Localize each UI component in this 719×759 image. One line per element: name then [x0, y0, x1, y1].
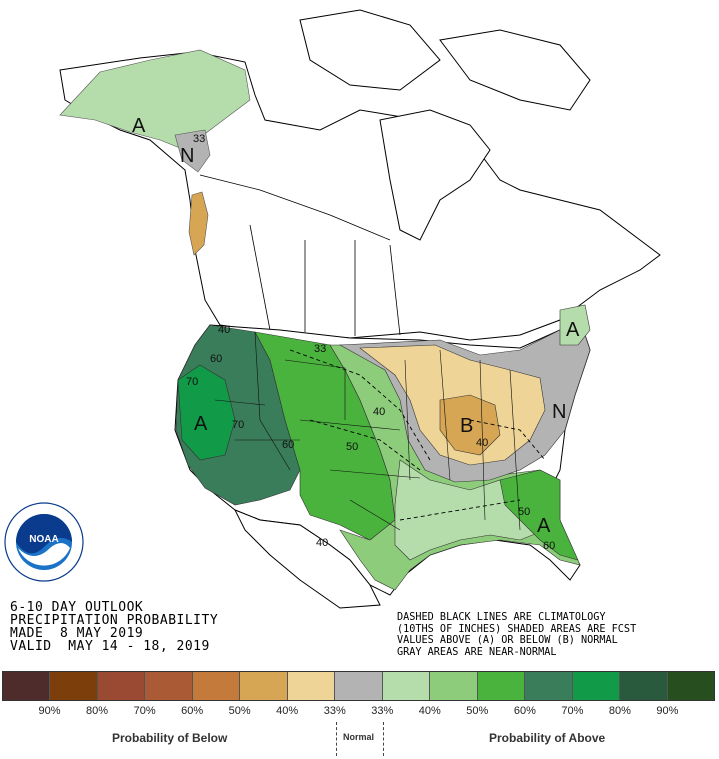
normal-caption: Normal [343, 732, 375, 742]
legend-label: 70% [133, 705, 156, 717]
legend-swatch [335, 672, 383, 700]
legend-swatch [477, 672, 526, 700]
alaska-above-letter: A [132, 115, 146, 137]
alaska-normal-letter: N [180, 145, 194, 167]
midwest-below-letter: B [460, 415, 473, 437]
contour-60-ut: 60 [282, 439, 294, 451]
noaa-logo-text: NOAA [29, 534, 58, 545]
legend-label: 50% [466, 705, 489, 717]
southeast-above-area [499, 469, 579, 561]
legend-swatch [240, 672, 288, 700]
legend-label: 90% [38, 705, 61, 717]
northeast-normal-letter: N [552, 401, 566, 423]
legend-swatch [667, 672, 715, 700]
title-line-3: MADE 8 MAY 2019 [10, 626, 144, 641]
legend-swatch [572, 672, 621, 700]
legend-swatch [382, 672, 431, 700]
contour-50-ne: 50 [346, 441, 358, 453]
mexico-outline [233, 509, 381, 609]
legend-label: 80% [608, 705, 631, 717]
legend-label: 33% [323, 705, 346, 717]
notes-line-4: GRAY AREAS ARE NEAR-NORMAL [397, 646, 557, 658]
pnw-coast-below-area [188, 191, 209, 256]
probability-of-below-caption: Probability of Below [112, 731, 228, 745]
notes-line-1: DASHED BLACK LINES ARE CLIMATOLOGY [397, 612, 606, 623]
precipitation-outlook-map: A N 33 A A B N A 40 60 70 70 60 33 40 50… [59, 9, 661, 609]
legend-label: 70% [561, 705, 584, 717]
probability-color-legend [2, 671, 715, 701]
contour-33-mt: 33 [314, 343, 326, 355]
title-line-2: PRECIPITATION PROBABILITY [10, 613, 219, 628]
contour-70-ca: 70 [186, 376, 198, 388]
legend-swatch [192, 672, 241, 700]
noaa-logo: NOAA [4, 502, 84, 582]
legend-label: 90% [656, 705, 679, 717]
legend-label: 60% [513, 705, 536, 717]
probability-legend-labels: 90% 80% 70% 60% 50% 40% 33% 33% 40% 50% 60% 70% 80% 9… [2, 705, 715, 721]
province-borders [199, 174, 401, 336]
alaska-33-label: 33 [193, 133, 205, 145]
legend-swatch [3, 672, 51, 700]
alaska-normal-area [174, 129, 211, 173]
contour-40-tx: 40 [316, 537, 328, 549]
title-line-1: 6-10 DAY OUTLOOK [10, 600, 144, 615]
alaska-above-area [59, 49, 251, 151]
southeast-above-letter: A [537, 515, 551, 537]
northeast-above-letter: A [566, 319, 580, 341]
legend-label: 33% [371, 705, 394, 717]
legend-label: 50% [228, 705, 251, 717]
contour-40-ks: 40 [373, 406, 385, 418]
contour-60-nw: 60 [210, 353, 222, 365]
outlook-title: 6-10 DAY OUTLOOK PRECIPITATION PROBABILI… [10, 601, 218, 653]
legend-swatch [525, 672, 573, 700]
state-borders [214, 331, 521, 531]
normal-divider-right [383, 722, 384, 756]
legend-swatch [145, 672, 193, 700]
legend-label: 40% [276, 705, 299, 717]
normal-divider-left [336, 722, 337, 756]
legend-swatch [50, 672, 98, 700]
contour-70-nv: 70 [232, 419, 244, 431]
contour-60-fl: 60 [543, 540, 555, 552]
legend-label: 60% [181, 705, 204, 717]
legend-swatch [97, 672, 146, 700]
notes-line-3: VALUES ABOVE (A) OR BELOW (B) NORMAL [397, 635, 618, 646]
canada-landmass [59, 9, 661, 341]
legend-swatch [287, 672, 336, 700]
california-core-area [177, 364, 236, 461]
legend-swatch [620, 672, 668, 700]
climatology-lines [289, 349, 546, 521]
legend-notes: DASHED BLACK LINES ARE CLIMATOLOGY (10TH… [397, 612, 636, 658]
contour-50-se: 50 [518, 506, 530, 518]
probability-of-above-caption: Probability of Above [489, 731, 606, 745]
legend-label: 40% [418, 705, 441, 717]
legend-label: 80% [86, 705, 109, 717]
midwest-below-core [439, 394, 501, 456]
contour-40-ne: 40 [218, 324, 230, 336]
contour-40-b: 40 [476, 437, 488, 449]
northeast-above-area [559, 304, 591, 346]
title-line-4: VALID MAY 14 - 18, 2019 [10, 639, 210, 654]
west-above-letter: A [194, 413, 208, 435]
legend-swatch [430, 672, 478, 700]
notes-line-2: (10THS OF INCHES) SHADED AREAS ARE FCST [397, 623, 637, 635]
